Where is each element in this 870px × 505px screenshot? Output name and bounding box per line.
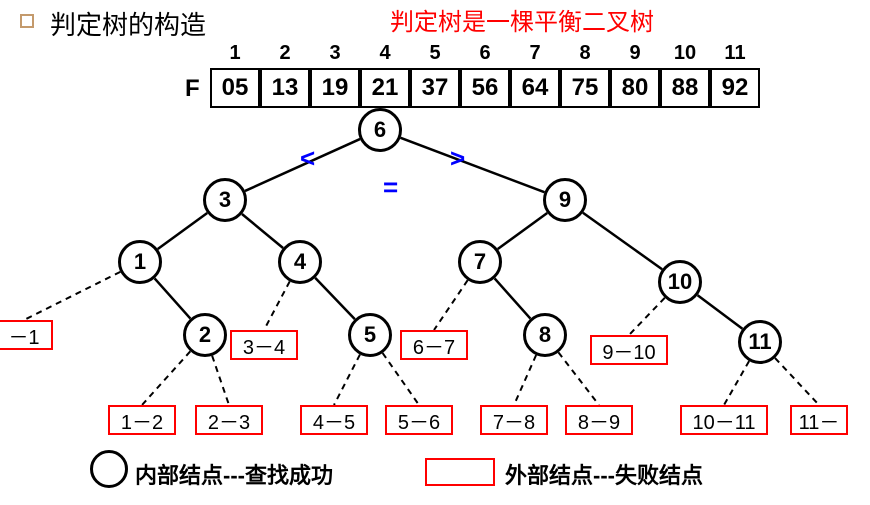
array-cell: 21 [360,68,410,108]
legend-circle-icon [90,450,128,488]
node-11: 11 [738,320,782,364]
array-index: 5 [410,42,460,65]
array-cell: 88 [660,68,710,108]
ext-node: 8－9 [565,405,633,435]
array-index: 10 [660,42,710,65]
array-index: 9 [610,42,660,65]
legend-external: 外部结点---失败结点 [505,458,703,490]
ext-node: 3－4 [230,330,298,360]
array-cell: 75 [560,68,610,108]
array-cell: 37 [410,68,460,108]
ext-node: 5－6 [385,405,453,435]
array-cell: 80 [610,68,660,108]
ext-node: 10－11 [680,405,768,435]
node-1: 1 [118,240,162,284]
ext-node: 7－8 [480,405,548,435]
array-cell: 64 [510,68,560,108]
ext-node: －1 [0,320,53,350]
array-cell: 56 [460,68,510,108]
array-cell: 19 [310,68,360,108]
node-3: 3 [203,178,247,222]
node-8: 8 [523,313,567,357]
legend-internal: 内部结点---查找成功 [135,458,333,490]
ext-node: 9－10 [590,335,668,365]
array-cell: 13 [260,68,310,108]
node-6: 6 [358,108,402,152]
title-red: 判定树是一棵平衡二叉树 [390,2,654,37]
op-gt: > [450,143,465,174]
legend-box-icon [425,458,495,486]
ext-node: 6－7 [400,330,468,360]
bullet-icon [20,14,34,28]
ext-node: 11－ [790,405,848,435]
node-9: 9 [543,178,587,222]
array-index: 11 [710,42,760,65]
node-7: 7 [458,240,502,284]
array-index: 7 [510,42,560,65]
op-eq: = [383,172,398,203]
array-index: 4 [360,42,410,65]
array-index: 3 [310,42,360,65]
array-label: F [185,75,200,103]
title-main: 判定树的构造 [50,5,206,42]
ext-node: 4－5 [300,405,368,435]
array-index: 6 [460,42,510,65]
array-index: 1 [210,42,260,65]
op-lt: < [300,143,315,174]
array-cell: 05 [210,68,260,108]
node-4: 4 [278,240,322,284]
ext-node: 1－2 [108,405,176,435]
array-index: 8 [560,42,610,65]
array-index: 2 [260,42,310,65]
node-10: 10 [658,260,702,304]
ext-node: 2－3 [195,405,263,435]
array-cell: 92 [710,68,760,108]
node-2: 2 [183,313,227,357]
node-5: 5 [348,313,392,357]
